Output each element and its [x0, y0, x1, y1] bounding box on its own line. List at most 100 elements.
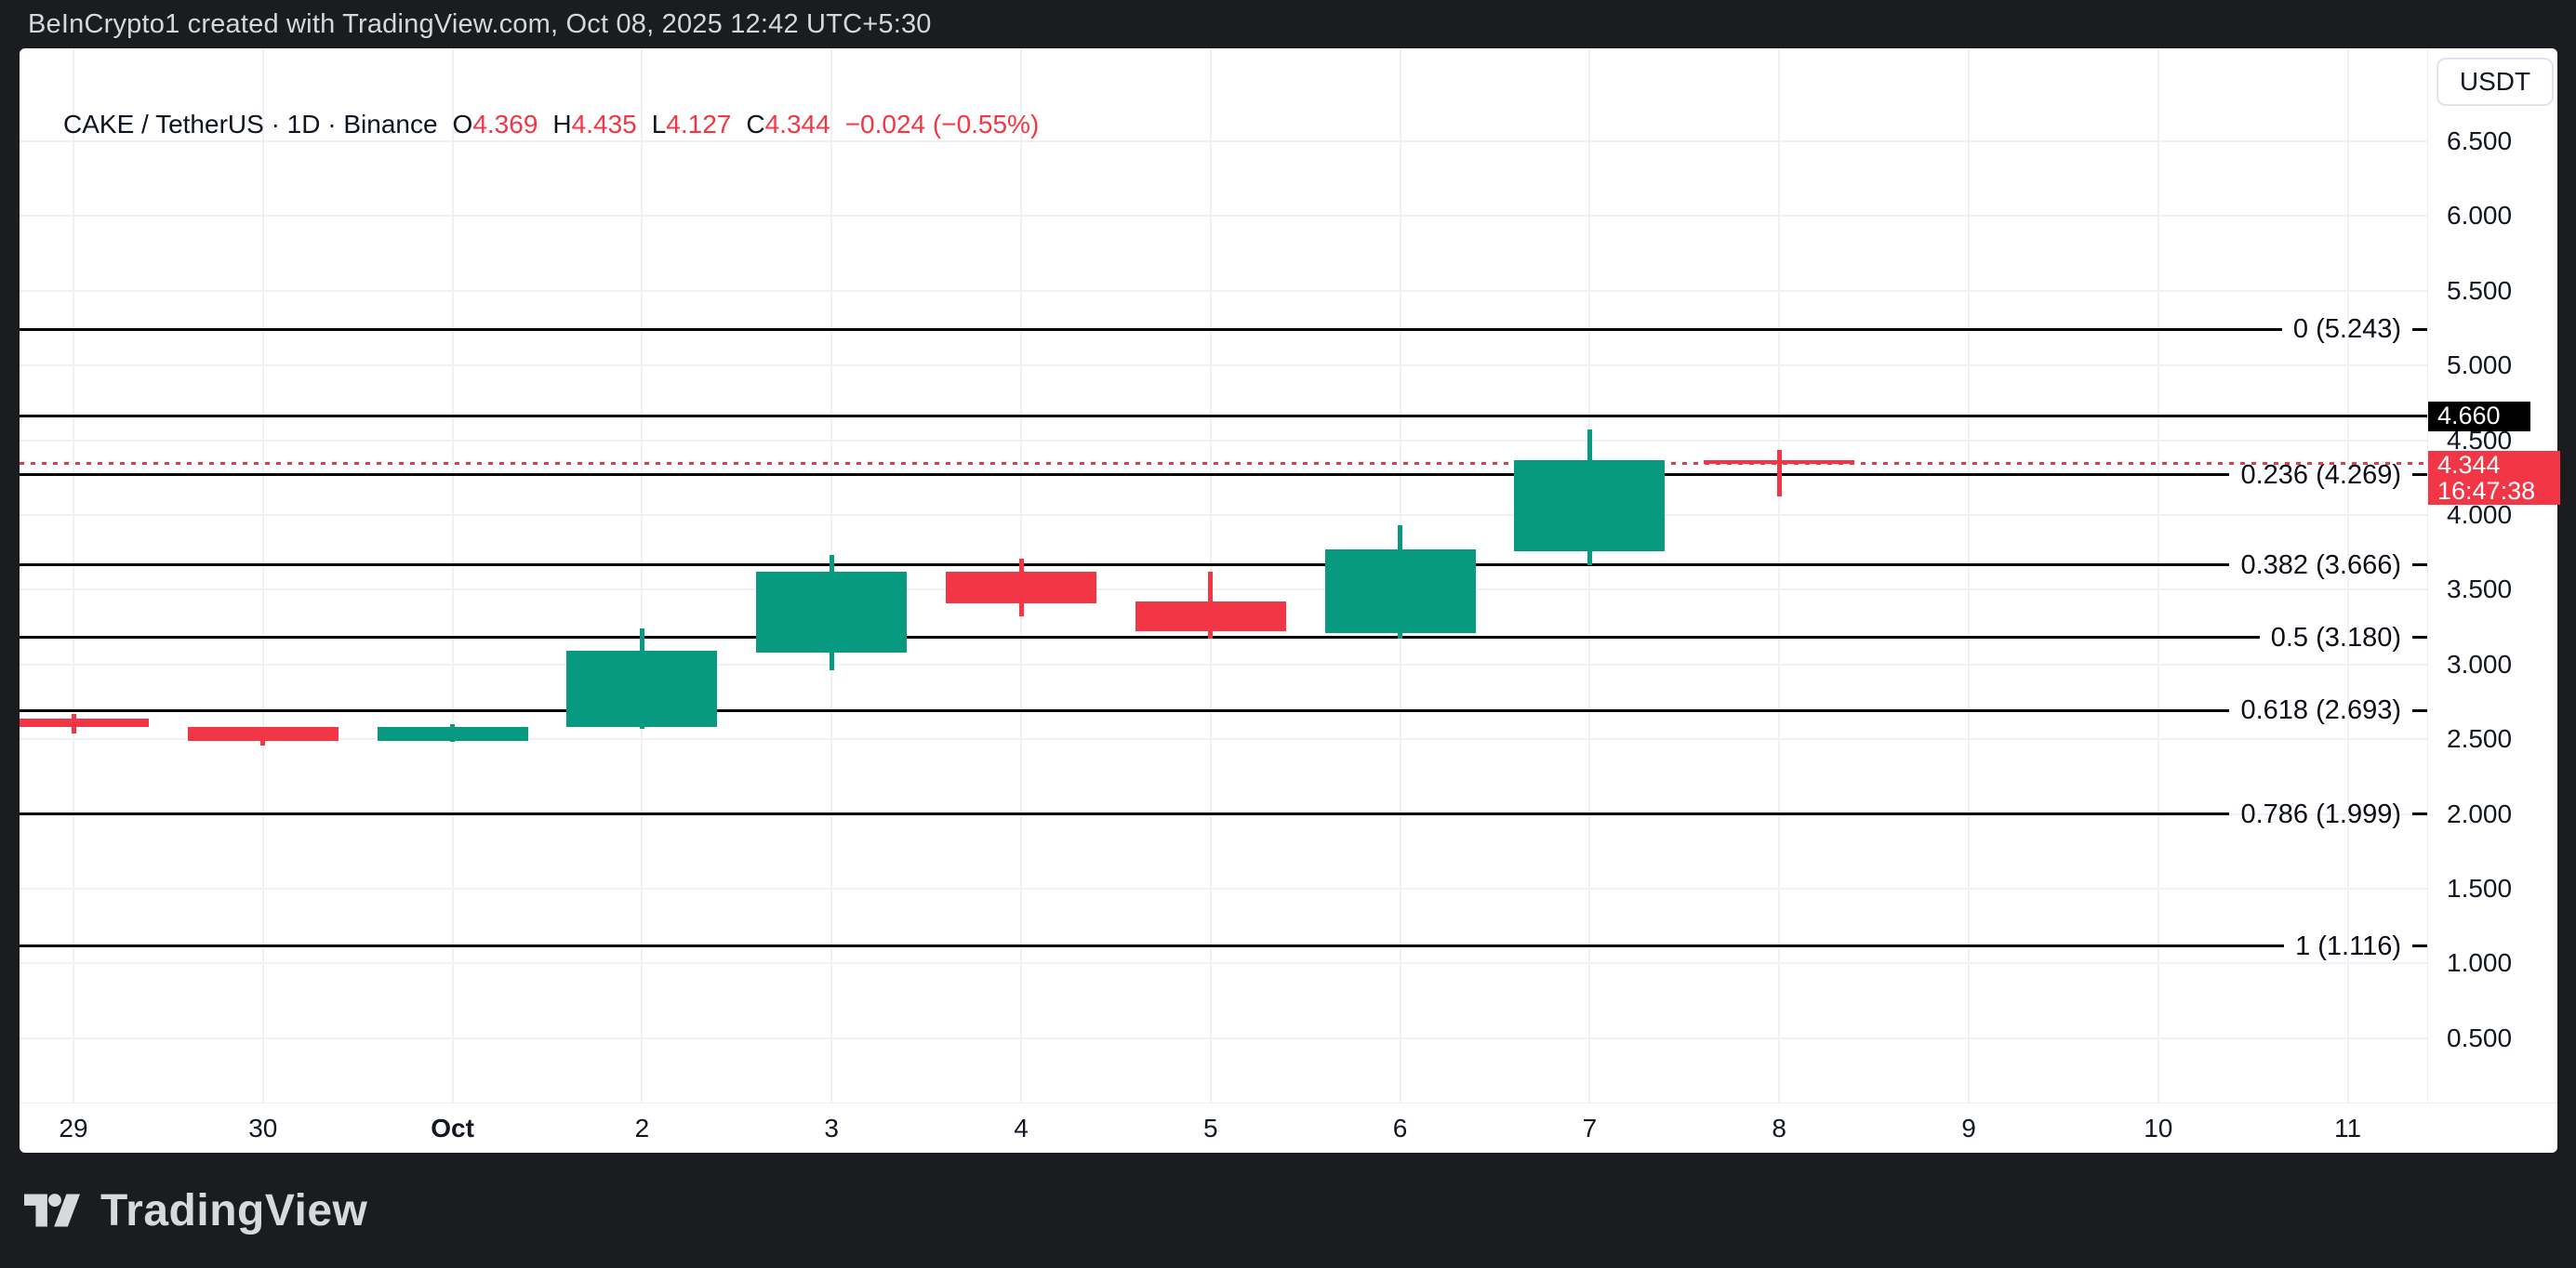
price-axis-label: 2.000: [2447, 799, 2513, 828]
price-axis-label: 6.500: [2447, 126, 2513, 155]
fib-level-row: 0.5 (3.180): [20, 621, 2427, 654]
time-axis-label: 10: [2144, 1114, 2173, 1143]
candle-body: [1704, 459, 1855, 464]
fib-level-dash: [2412, 473, 2427, 477]
fib-level-dash: [2412, 636, 2427, 640]
horizontal-gridline: [20, 588, 2427, 591]
price-axis-label: 0.500: [2447, 1023, 2513, 1052]
fib-level-label: 0.5 (3.180): [2270, 622, 2401, 653]
fib-level-row: 0.382 (3.666): [20, 548, 2427, 582]
vertical-gridline: [451, 48, 454, 1103]
time-axis-label: 30: [248, 1114, 278, 1143]
price-axis-label: 2.500: [2447, 724, 2513, 754]
price-axis[interactable]: 4.660 4.344 16:47:38 6.500 6.000 5.500 5.00…: [2427, 48, 2560, 1103]
vertical-gridline: [73, 48, 74, 1103]
fib-level-label: 0.618 (2.693): [2240, 695, 2401, 726]
price-axis-label: 1.500: [2447, 874, 2513, 903]
last-price-badge: 4.344 16:47:38: [2428, 450, 2560, 505]
fib-level-label: 0 (5.243): [2292, 314, 2401, 345]
attribution-text: BeInCrypto1 created with TradingView.com…: [28, 8, 932, 39]
candle-body: [566, 651, 718, 728]
fib-level-row: 1 (1.116): [20, 930, 2427, 963]
horizontal-gridline: [20, 962, 2427, 965]
time-axis-label: 29: [59, 1114, 88, 1143]
fib-level-dash: [2412, 812, 2427, 816]
price-axis-label: 5.000: [2447, 350, 2513, 380]
top-attribution-bar: BeInCrypto1 created with TradingView.com…: [0, 0, 2576, 48]
fib-level-line: [20, 708, 2230, 712]
high-value: H4.435: [552, 110, 637, 139]
horizontal-gridline: [20, 364, 2427, 367]
vertical-gridline: [2157, 48, 2159, 1103]
plot-area[interactable]: 0 (5.243) 0.236 (4.269) 0.382 (3.666) 0.5 (…: [20, 48, 2427, 1103]
candle-body: [20, 718, 149, 728]
horizontal-gridline: [20, 738, 2427, 741]
horizontal-gridline: [20, 1037, 2427, 1039]
horizontal-gridline: [20, 439, 2427, 442]
fib-level-row: 0.618 (2.693): [20, 693, 2427, 727]
time-axis-label: 9: [1961, 1114, 1976, 1143]
vertical-gridline: [261, 48, 264, 1103]
chart-panel: 0 (5.243) 0.236 (4.269) 0.382 (3.666) 0.5 (…: [20, 48, 2560, 1154]
fib-level-line: [20, 636, 2260, 640]
low-value: L4.127: [651, 110, 732, 139]
ohlc-header: CAKE / TetherUS · 1D · Binance O4.369 H4…: [63, 110, 1054, 139]
fib-level-label: 0.382 (3.666): [2240, 549, 2401, 580]
time-axis-label: 8: [1772, 1114, 1786, 1143]
time-axis[interactable]: 29 30 Oct 2 3 4 5 6 7 8 9 10 11: [20, 1103, 2557, 1154]
last-price-value: 4.344: [2437, 450, 2501, 479]
time-axis-label: 6: [1392, 1114, 1408, 1143]
footer-bar: TradingView: [0, 1153, 2576, 1268]
time-axis-label: 3: [824, 1114, 839, 1143]
close-value: C4.344: [746, 110, 830, 139]
price-axis-label: 6.000: [2447, 201, 2513, 231]
candle-body: [187, 727, 339, 741]
horizontal-gridline: [20, 514, 2427, 516]
fib-level-row: 0.786 (1.999): [20, 798, 2427, 831]
fib-level-dash: [2412, 563, 2427, 567]
fib-level-line: [20, 327, 2282, 331]
price-axis-label: 5.500: [2447, 275, 2513, 305]
candle-body: [1324, 548, 1476, 634]
fib-level-line: [20, 944, 2285, 948]
fib-level-row: 0 (5.243): [20, 312, 2427, 346]
vertical-gridline: [1968, 48, 1970, 1103]
candle-body: [1135, 601, 1286, 632]
horizontal-gridline: [20, 289, 2427, 292]
marked-price-badge: 4.660: [2428, 401, 2530, 431]
current-price-line: [20, 462, 2427, 466]
fib-level-line: [20, 812, 2230, 816]
horizontal-gridline: [20, 140, 2427, 142]
time-axis-label: Oct: [431, 1114, 474, 1143]
candle-body: [946, 572, 1096, 603]
fib-level-dash: [2412, 327, 2427, 331]
horizontal-gridline: [20, 215, 2427, 218]
fib-level-label: 1 (1.116): [2295, 931, 2401, 961]
candle-body: [377, 727, 528, 741]
change-value: −0.024 (−0.55%): [844, 110, 1040, 139]
open-value: O4.369: [452, 110, 538, 139]
time-axis-label: 11: [2334, 1114, 2362, 1143]
time-axis-label: 2: [634, 1114, 650, 1143]
vertical-gridline: [641, 48, 644, 1103]
price-axis-label: 1.000: [2447, 948, 2513, 978]
currency-toggle-button[interactable]: USDT: [2437, 58, 2554, 106]
horizontal-gridline: [20, 888, 2427, 890]
tradingview-logo: TradingView: [24, 1182, 367, 1238]
symbol-title: CAKE / TetherUS · 1D · Binance: [63, 110, 438, 139]
time-axis-label: 7: [1582, 1114, 1598, 1143]
fib-level-dash: [2412, 944, 2427, 948]
vertical-gridline: [1588, 48, 1591, 1103]
fib-level-line: [20, 563, 2230, 567]
price-axis-label: 4.000: [2447, 500, 2513, 529]
vertical-gridline: [2346, 48, 2349, 1103]
fib-level-line: [20, 473, 2230, 477]
horizontal-gridline: [20, 663, 2427, 666]
candle-body: [756, 572, 908, 653]
price-axis-label: 3.500: [2447, 575, 2513, 604]
vertical-gridline: [1778, 48, 1781, 1103]
tradingview-wordmark: TradingView: [100, 1185, 368, 1235]
time-axis-label: 5: [1203, 1114, 1218, 1143]
fib-level-label: 0.786 (1.999): [2240, 799, 2401, 829]
